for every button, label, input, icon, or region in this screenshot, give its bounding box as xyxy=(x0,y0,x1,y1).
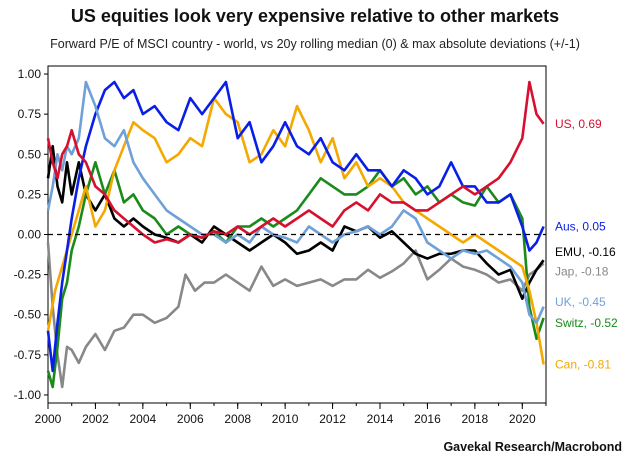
chart-title: US equities look very expensive relative… xyxy=(71,6,559,26)
x-tick-label: 2002 xyxy=(82,412,109,426)
x-tick-label: 2012 xyxy=(319,412,346,426)
series-label-can: Can, -0.81 xyxy=(555,357,611,371)
y-tick-label: -0.75 xyxy=(14,348,42,362)
x-tick-label: 2000 xyxy=(35,412,62,426)
x-tick-label: 2018 xyxy=(462,412,489,426)
series-label-us: US, 0.69 xyxy=(555,117,602,131)
x-tick-label: 2008 xyxy=(224,412,251,426)
series-label-aus: Aus, 0.05 xyxy=(555,219,606,233)
series-label-uk: UK, -0.45 xyxy=(555,295,606,309)
x-axis: 2000 2002 2004 2006 2008 2010 2012 2014 2016 2018… xyxy=(35,403,547,426)
y-axis: 1.00 0.75 0.50 0.25 0.00 -0.25 -0.50 -0.75 -1.00 xyxy=(14,67,48,402)
x-tick-label: 2004 xyxy=(130,412,157,426)
y-tick-label: 0.75 xyxy=(18,107,42,121)
series-end-labels: Jap, -0.18 EMU, -0.16 Switz, -0.52 Can, -0.… xyxy=(555,117,618,372)
series-line-can xyxy=(46,96,545,365)
x-tick-label: 2006 xyxy=(177,412,204,426)
series-line-emu xyxy=(46,144,545,300)
x-tick-label: 2010 xyxy=(272,412,299,426)
y-tick-label: 0.50 xyxy=(18,147,42,161)
x-tick-label: 2016 xyxy=(414,412,441,426)
source-note: Gavekal Research/Macrobond xyxy=(443,440,622,454)
y-tick-label: -0.25 xyxy=(14,268,42,282)
series-label-jap: Jap, -0.18 xyxy=(555,264,609,278)
x-tick-label: 2020 xyxy=(509,412,536,426)
series-line-switz xyxy=(46,161,545,389)
y-tick-label: 0.25 xyxy=(18,187,42,201)
y-tick-label: 1.00 xyxy=(18,67,42,81)
chart-subtitle: Forward P/E of MSCI country - world, vs … xyxy=(50,37,580,51)
series-label-switz: Switz, -0.52 xyxy=(555,316,618,330)
y-tick-label: -1.00 xyxy=(14,388,42,402)
y-tick-label: -0.50 xyxy=(14,308,42,322)
plot-area xyxy=(46,65,547,404)
series-line-jap xyxy=(46,242,545,389)
series-line-us xyxy=(46,80,545,244)
series-label-emu: EMU, -0.16 xyxy=(555,245,616,259)
y-tick-label: 0.00 xyxy=(18,228,42,242)
x-tick-label: 2014 xyxy=(367,412,394,426)
